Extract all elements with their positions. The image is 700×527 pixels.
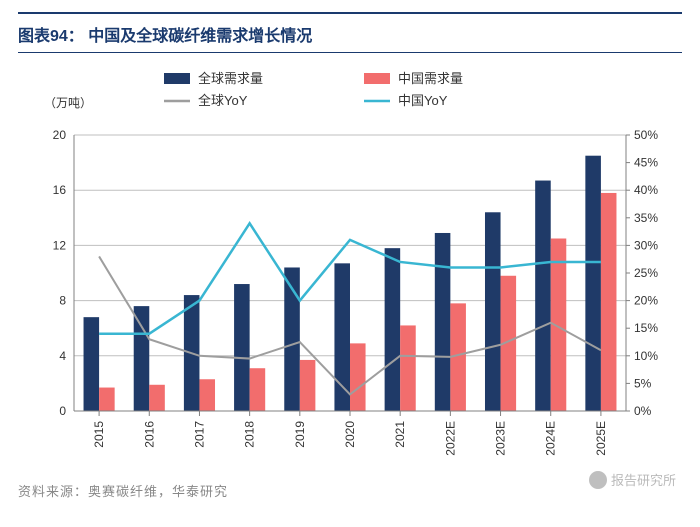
- svg-text:2021: 2021: [393, 421, 407, 448]
- bar-china: [300, 360, 316, 411]
- bar-china: [149, 385, 165, 411]
- svg-text:2016: 2016: [142, 421, 156, 448]
- bar-china: [99, 388, 115, 411]
- legend-swatch: [164, 73, 190, 84]
- svg-text:5%: 5%: [634, 376, 652, 390]
- svg-text:0%: 0%: [634, 404, 652, 418]
- svg-text:8: 8: [59, 294, 66, 308]
- bar-global: [334, 263, 350, 411]
- figure-title: 中国及全球碳纤维需求增长情况: [88, 28, 312, 45]
- watermark-text: 报告研究所: [611, 470, 676, 489]
- chart-area: （万吨） 0 4 8 12 16 20 0% 5% 10% 15% 20% 25% 30% 35% 40% 45…: [18, 63, 682, 473]
- bar-china: [350, 343, 366, 411]
- svg-text:20: 20: [53, 128, 67, 142]
- svg-text:2024E: 2024E: [544, 421, 558, 456]
- svg-text:2020: 2020: [343, 421, 357, 448]
- svg-text:2025E: 2025E: [594, 421, 608, 456]
- svg-text:15%: 15%: [634, 321, 658, 335]
- svg-text:4: 4: [59, 349, 66, 363]
- bar-china: [601, 193, 617, 411]
- svg-text:30%: 30%: [634, 238, 658, 252]
- bar-global: [535, 181, 551, 411]
- svg-text:50%: 50%: [634, 128, 658, 142]
- svg-text:2022E: 2022E: [443, 421, 457, 456]
- bar-china: [250, 368, 266, 411]
- legend-label: 全球需求量: [198, 71, 263, 86]
- svg-text:2017: 2017: [192, 421, 206, 448]
- figure-container: 图表94： 中国及全球碳纤维需求增长情况 （万吨） 0 4 8 12 16 20 0% 5% 10…: [0, 0, 700, 527]
- bar-global: [435, 233, 451, 411]
- bar-global: [385, 248, 401, 411]
- bar-global: [234, 284, 250, 411]
- svg-text:40%: 40%: [634, 183, 658, 197]
- source-label: 资料来源：奥赛碳纤维，华泰研究: [18, 481, 682, 500]
- svg-text:0: 0: [59, 404, 66, 418]
- svg-text:20%: 20%: [634, 294, 658, 308]
- svg-text:2018: 2018: [243, 421, 257, 448]
- svg-text:16: 16: [53, 183, 67, 197]
- legend-label: 中国需求量: [398, 71, 463, 86]
- legend-label: 中国YoY: [398, 93, 448, 108]
- legend-label: 全球YoY: [198, 93, 248, 108]
- svg-text:2019: 2019: [293, 421, 307, 448]
- figure-title-bar: 图表94： 中国及全球碳纤维需求增长情况: [18, 12, 682, 53]
- legend-swatch: [364, 73, 390, 84]
- chart-svg: （万吨） 0 4 8 12 16 20 0% 5% 10% 15% 20% 25% 30% 35% 40% 45…: [18, 63, 682, 473]
- figure-number: 图表94：: [18, 28, 84, 45]
- svg-text:2015: 2015: [92, 421, 106, 448]
- svg-text:12: 12: [53, 238, 67, 252]
- svg-text:45%: 45%: [634, 156, 658, 170]
- bar-global: [585, 156, 601, 411]
- watermark: 报告研究所: [589, 470, 676, 489]
- watermark-icon: [589, 471, 607, 489]
- svg-text:10%: 10%: [634, 349, 658, 363]
- bar-global: [84, 317, 100, 411]
- svg-text:（万吨）: （万吨）: [44, 96, 92, 110]
- bar-china: [199, 379, 215, 411]
- svg-text:2023E: 2023E: [494, 421, 508, 456]
- bar-global: [134, 306, 150, 411]
- svg-text:25%: 25%: [634, 266, 658, 280]
- bar-global: [485, 212, 501, 411]
- bar-china: [400, 325, 416, 411]
- svg-text:35%: 35%: [634, 211, 658, 225]
